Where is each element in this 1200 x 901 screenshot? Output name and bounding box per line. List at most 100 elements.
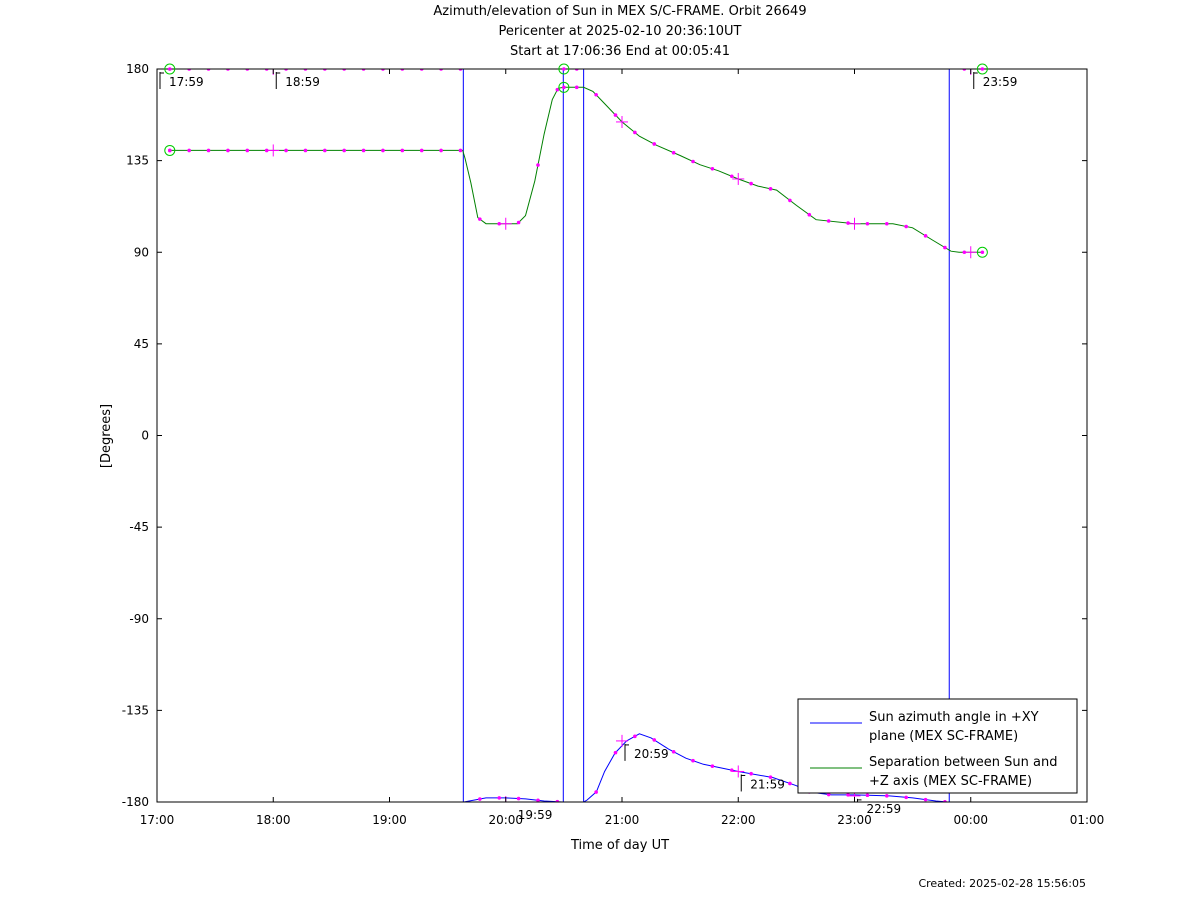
x-tick-label: 00:00 <box>953 813 988 827</box>
circle-marker-center <box>980 67 985 71</box>
sample-point <box>962 250 967 255</box>
circle-marker-center <box>167 67 172 71</box>
sample-point <box>826 219 831 223</box>
sample-point <box>865 221 870 226</box>
y-tick-label: -135 <box>122 703 149 717</box>
sample-point <box>206 148 211 153</box>
sample-point <box>788 781 792 786</box>
sample-point <box>555 87 560 92</box>
sample-point <box>478 217 482 221</box>
y-tick-label: 135 <box>126 154 149 168</box>
x-tick-label: 21:00 <box>605 813 640 827</box>
sample-point <box>497 221 502 226</box>
y-tick-label: -180 <box>122 795 149 809</box>
plot-frame <box>156 68 1088 803</box>
y-tick-label: -90 <box>129 612 149 626</box>
sample-point <box>904 224 908 229</box>
sample-point <box>633 734 637 739</box>
sample-point <box>284 148 288 153</box>
circle-marker-center <box>562 67 566 71</box>
sample-point <box>536 163 540 167</box>
sample-point <box>264 148 269 153</box>
circle-marker <box>976 63 988 75</box>
annotation-label: 20:59 <box>634 747 669 761</box>
sample-point <box>458 148 463 153</box>
sample-point <box>555 799 560 802</box>
legend-label: Sun azimuth angle in +XY <box>869 710 1039 725</box>
legend-label: +Z axis (MEX SC-FRAME) <box>869 774 1032 789</box>
sample-point <box>691 159 695 164</box>
sample-point <box>768 187 773 191</box>
y-tick-label: 90 <box>134 245 149 259</box>
y-tick-label: -45 <box>129 520 149 534</box>
annotation-label: 21:59 <box>750 777 785 791</box>
annotation-label: 18:59 <box>285 75 320 89</box>
sample-point <box>904 795 908 800</box>
sample-point <box>710 167 715 171</box>
annotation-label: 19:59 <box>518 808 553 822</box>
sample-point <box>885 221 889 226</box>
annotation-label: 17:59 <box>169 75 204 89</box>
sample-point <box>652 142 657 146</box>
circle-marker-center <box>562 85 566 90</box>
x-axis-label: Time of day UT <box>570 838 669 853</box>
sample-point <box>400 148 405 153</box>
separation-series-line <box>169 86 983 253</box>
x-tick-label: 20:00 <box>488 813 523 827</box>
legend-box <box>797 698 1078 794</box>
x-tick-label: 23:00 <box>837 813 872 827</box>
circle-marker <box>558 81 570 93</box>
circle-marker <box>558 63 570 75</box>
sample-point <box>923 234 928 238</box>
sample-point <box>419 148 424 153</box>
sample-point <box>633 130 637 135</box>
sample-point <box>749 771 753 776</box>
circle-marker-center <box>167 148 172 153</box>
azimuth-series-line <box>583 733 948 802</box>
circle-marker-center <box>980 250 985 255</box>
chart-title-line-3: Start at 17:06:36 End at 00:05:41 <box>509 44 731 59</box>
sample-point <box>943 799 947 802</box>
sample-point <box>478 797 482 801</box>
x-tick-label: 22:00 <box>721 813 756 827</box>
sample-point <box>768 775 773 779</box>
sample-point <box>613 113 618 117</box>
sample-point <box>516 796 521 801</box>
sample-point <box>536 798 540 802</box>
sample-point <box>652 738 657 742</box>
sample-point <box>729 174 734 179</box>
sample-point <box>226 148 230 153</box>
sample-point <box>807 212 812 217</box>
x-tick-label: 17:00 <box>140 813 175 827</box>
sample-point <box>303 148 308 153</box>
sample-point <box>381 148 385 153</box>
legend: Sun azimuth angle in +XY plane (MEX SC-FR… <box>797 698 1078 794</box>
plot-layer <box>157 69 983 802</box>
x-tick-label: 01:00 <box>1070 813 1105 827</box>
sample-point <box>923 797 928 802</box>
sample-point <box>749 181 753 186</box>
sample-point <box>671 749 676 754</box>
sample-point <box>594 92 598 97</box>
sample-point <box>691 758 695 763</box>
sample-point <box>865 793 870 798</box>
azimuth-series-line <box>463 797 563 802</box>
sample-point <box>788 198 792 203</box>
y-tick-label: 45 <box>134 337 149 351</box>
sample-point <box>323 148 327 153</box>
sample-point <box>885 794 889 798</box>
legend-label: Separation between Sun and <box>869 755 1057 770</box>
x-tick-label: 18:00 <box>256 813 291 827</box>
chart-title-line-1: Azimuth/elevation of Sun in MEX S/C-FRAM… <box>433 4 807 19</box>
circle-marker <box>164 144 176 156</box>
sample-point <box>245 148 250 153</box>
x-tick-label: 19:00 <box>372 813 407 827</box>
chart-title-line-2: Pericenter at 2025-02-10 20:36:10UT <box>498 24 742 39</box>
sample-point <box>497 796 502 800</box>
sample-point <box>361 148 366 153</box>
sample-point <box>516 220 521 225</box>
y-tick-label: 0 <box>141 429 149 443</box>
sample-point <box>613 750 618 755</box>
sample-point <box>342 148 346 153</box>
